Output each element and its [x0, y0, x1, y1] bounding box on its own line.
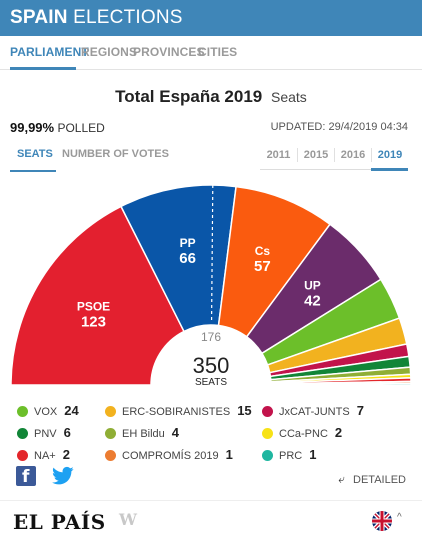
year-tab-2019[interactable]: 2019: [371, 148, 408, 162]
legend-seats: 24: [64, 403, 79, 418]
polled-label: POLLED: [57, 121, 105, 135]
legend-dot: [17, 450, 28, 461]
legend-dot: [17, 406, 28, 417]
year-tab-2016[interactable]: 2016: [334, 148, 371, 162]
legend-dot: [262, 428, 273, 439]
slice-prc[interactable]: [270, 382, 412, 386]
legend-dot: [262, 450, 273, 461]
nav-tab-regions[interactable]: REGIONS: [81, 45, 138, 59]
year-active-indicator: [371, 168, 408, 171]
legend-name: COMPROMÍS 2019: [122, 450, 219, 462]
slice-label-name-psoe: PSOE: [77, 300, 110, 314]
uk-flag-icon[interactable]: [372, 511, 392, 531]
legend-item-eh-bildu[interactable]: EH Bildu 4: [105, 426, 179, 440]
year-tabs: 2011 2015 2016 2019: [260, 140, 408, 171]
seats-chart: 176 350 SEATS PSOE 123 PP 66 Cs 57 UP 42: [0, 178, 422, 393]
footer-divider: [0, 500, 422, 501]
legend-seats: 2: [62, 447, 70, 462]
legend-item-jxcat-junts[interactable]: JxCAT-JUNTS 7: [262, 404, 364, 418]
slice-label-seats-psoe: 123: [81, 314, 106, 331]
header-brand: SPAIN: [10, 7, 68, 28]
legend-item-vox[interactable]: VOX 24: [17, 404, 79, 418]
legend-seats: 1: [309, 447, 317, 462]
slice-label-name-up: UP: [304, 278, 321, 292]
app-header: SPAIN ELECTIONS: [0, 0, 422, 36]
nav-active-indicator: [10, 67, 76, 70]
twitter-icon: [52, 466, 74, 485]
main-nav: PARLIAMENT REGIONS PROVINCES CITIES: [0, 36, 422, 70]
year-tab-2011[interactable]: 2011: [266, 149, 291, 161]
legend-dot: [105, 450, 116, 461]
slice-psoe[interactable]: [10, 205, 186, 386]
header-title: ELECTIONS: [73, 7, 183, 28]
detailed-link[interactable]: ⤶ DETAILED: [338, 472, 406, 487]
legend-name: PNV: [34, 428, 57, 440]
legend-name: ERC-SOBIRANISTES: [122, 406, 231, 418]
legend-dot: [105, 428, 116, 439]
legend-name: NA+: [34, 450, 56, 462]
legend-name: CCa-PNC: [279, 428, 328, 440]
legend-seats: 6: [63, 425, 71, 440]
legend-name: EH Bildu: [122, 428, 165, 440]
facebook-icon: f: [22, 467, 30, 487]
legend-item-erc-sobiranistes[interactable]: ERC-SOBIRANISTES 15: [105, 404, 252, 418]
legend-item-comprom-s-2019[interactable]: COMPROMÍS 2019 1: [105, 448, 233, 462]
slice-label-name-cs: Cs: [255, 244, 271, 258]
share-arrow-icon: ⤶: [338, 472, 345, 486]
w-logo[interactable]: W: [119, 510, 137, 529]
nav-tab-parliament[interactable]: PARLIAMENT: [10, 45, 89, 59]
legend-name: VOX: [34, 406, 58, 418]
legend-seats: 7: [356, 403, 364, 418]
legend-name: PRC: [279, 450, 303, 462]
page-title: Total España 2019 Seats: [0, 87, 422, 107]
year-tab-2015[interactable]: 2015: [297, 148, 334, 162]
facebook-share-button[interactable]: f: [16, 466, 36, 487]
el-pais-logo[interactable]: EL PAÍS: [13, 510, 106, 534]
updated-timestamp: UPDATED: 29/4/2019 04:34: [270, 121, 408, 133]
majority-line: [210, 185, 214, 324]
polled-status: 99,99% POLLED: [10, 120, 105, 135]
nav-tab-cities[interactable]: CITIES: [198, 45, 238, 59]
total-seats-value: 350: [193, 353, 230, 378]
legend-seats: 1: [225, 447, 233, 462]
legend-dot: [17, 428, 28, 439]
legend-dot: [262, 406, 273, 417]
legend-item-pnv[interactable]: PNV 6: [17, 426, 71, 440]
polled-value: 99,99%: [10, 120, 55, 135]
legend-name: JxCAT-JUNTS: [279, 406, 350, 418]
majority-label: 176: [201, 330, 221, 344]
nav-tab-provinces[interactable]: PROVINCES: [133, 45, 205, 59]
legend-item-na[interactable]: NA+ 2: [17, 448, 70, 462]
legend-item-prc[interactable]: PRC 1: [262, 448, 316, 462]
slice-label-name-pp: PP: [180, 236, 196, 250]
twitter-share-button[interactable]: [52, 466, 74, 486]
slice-label-seats-up: 42: [304, 292, 321, 309]
title-main: Total España 2019: [115, 87, 263, 106]
toggle-number-of-votes[interactable]: NUMBER OF VOTES: [62, 148, 169, 160]
slice-pp[interactable]: [119, 184, 237, 333]
total-seats-label: SEATS: [195, 377, 227, 388]
legend-seats: 15: [237, 403, 252, 418]
detailed-label: DETAILED: [353, 474, 406, 486]
legend-item-cca-pnc[interactable]: CCa-PNC 2: [262, 426, 342, 440]
title-sub: Seats: [271, 89, 307, 105]
legend-seats: 4: [171, 425, 180, 440]
slice-label-seats-cs: 57: [254, 258, 271, 275]
slice-label-seats-pp: 66: [179, 250, 196, 267]
chevron-up-icon[interactable]: ^: [397, 512, 402, 523]
legend-seats: 2: [334, 425, 343, 440]
legend-dot: [105, 406, 116, 417]
toggle-active-indicator: [10, 170, 56, 172]
toggle-seats[interactable]: SEATS: [17, 148, 53, 160]
